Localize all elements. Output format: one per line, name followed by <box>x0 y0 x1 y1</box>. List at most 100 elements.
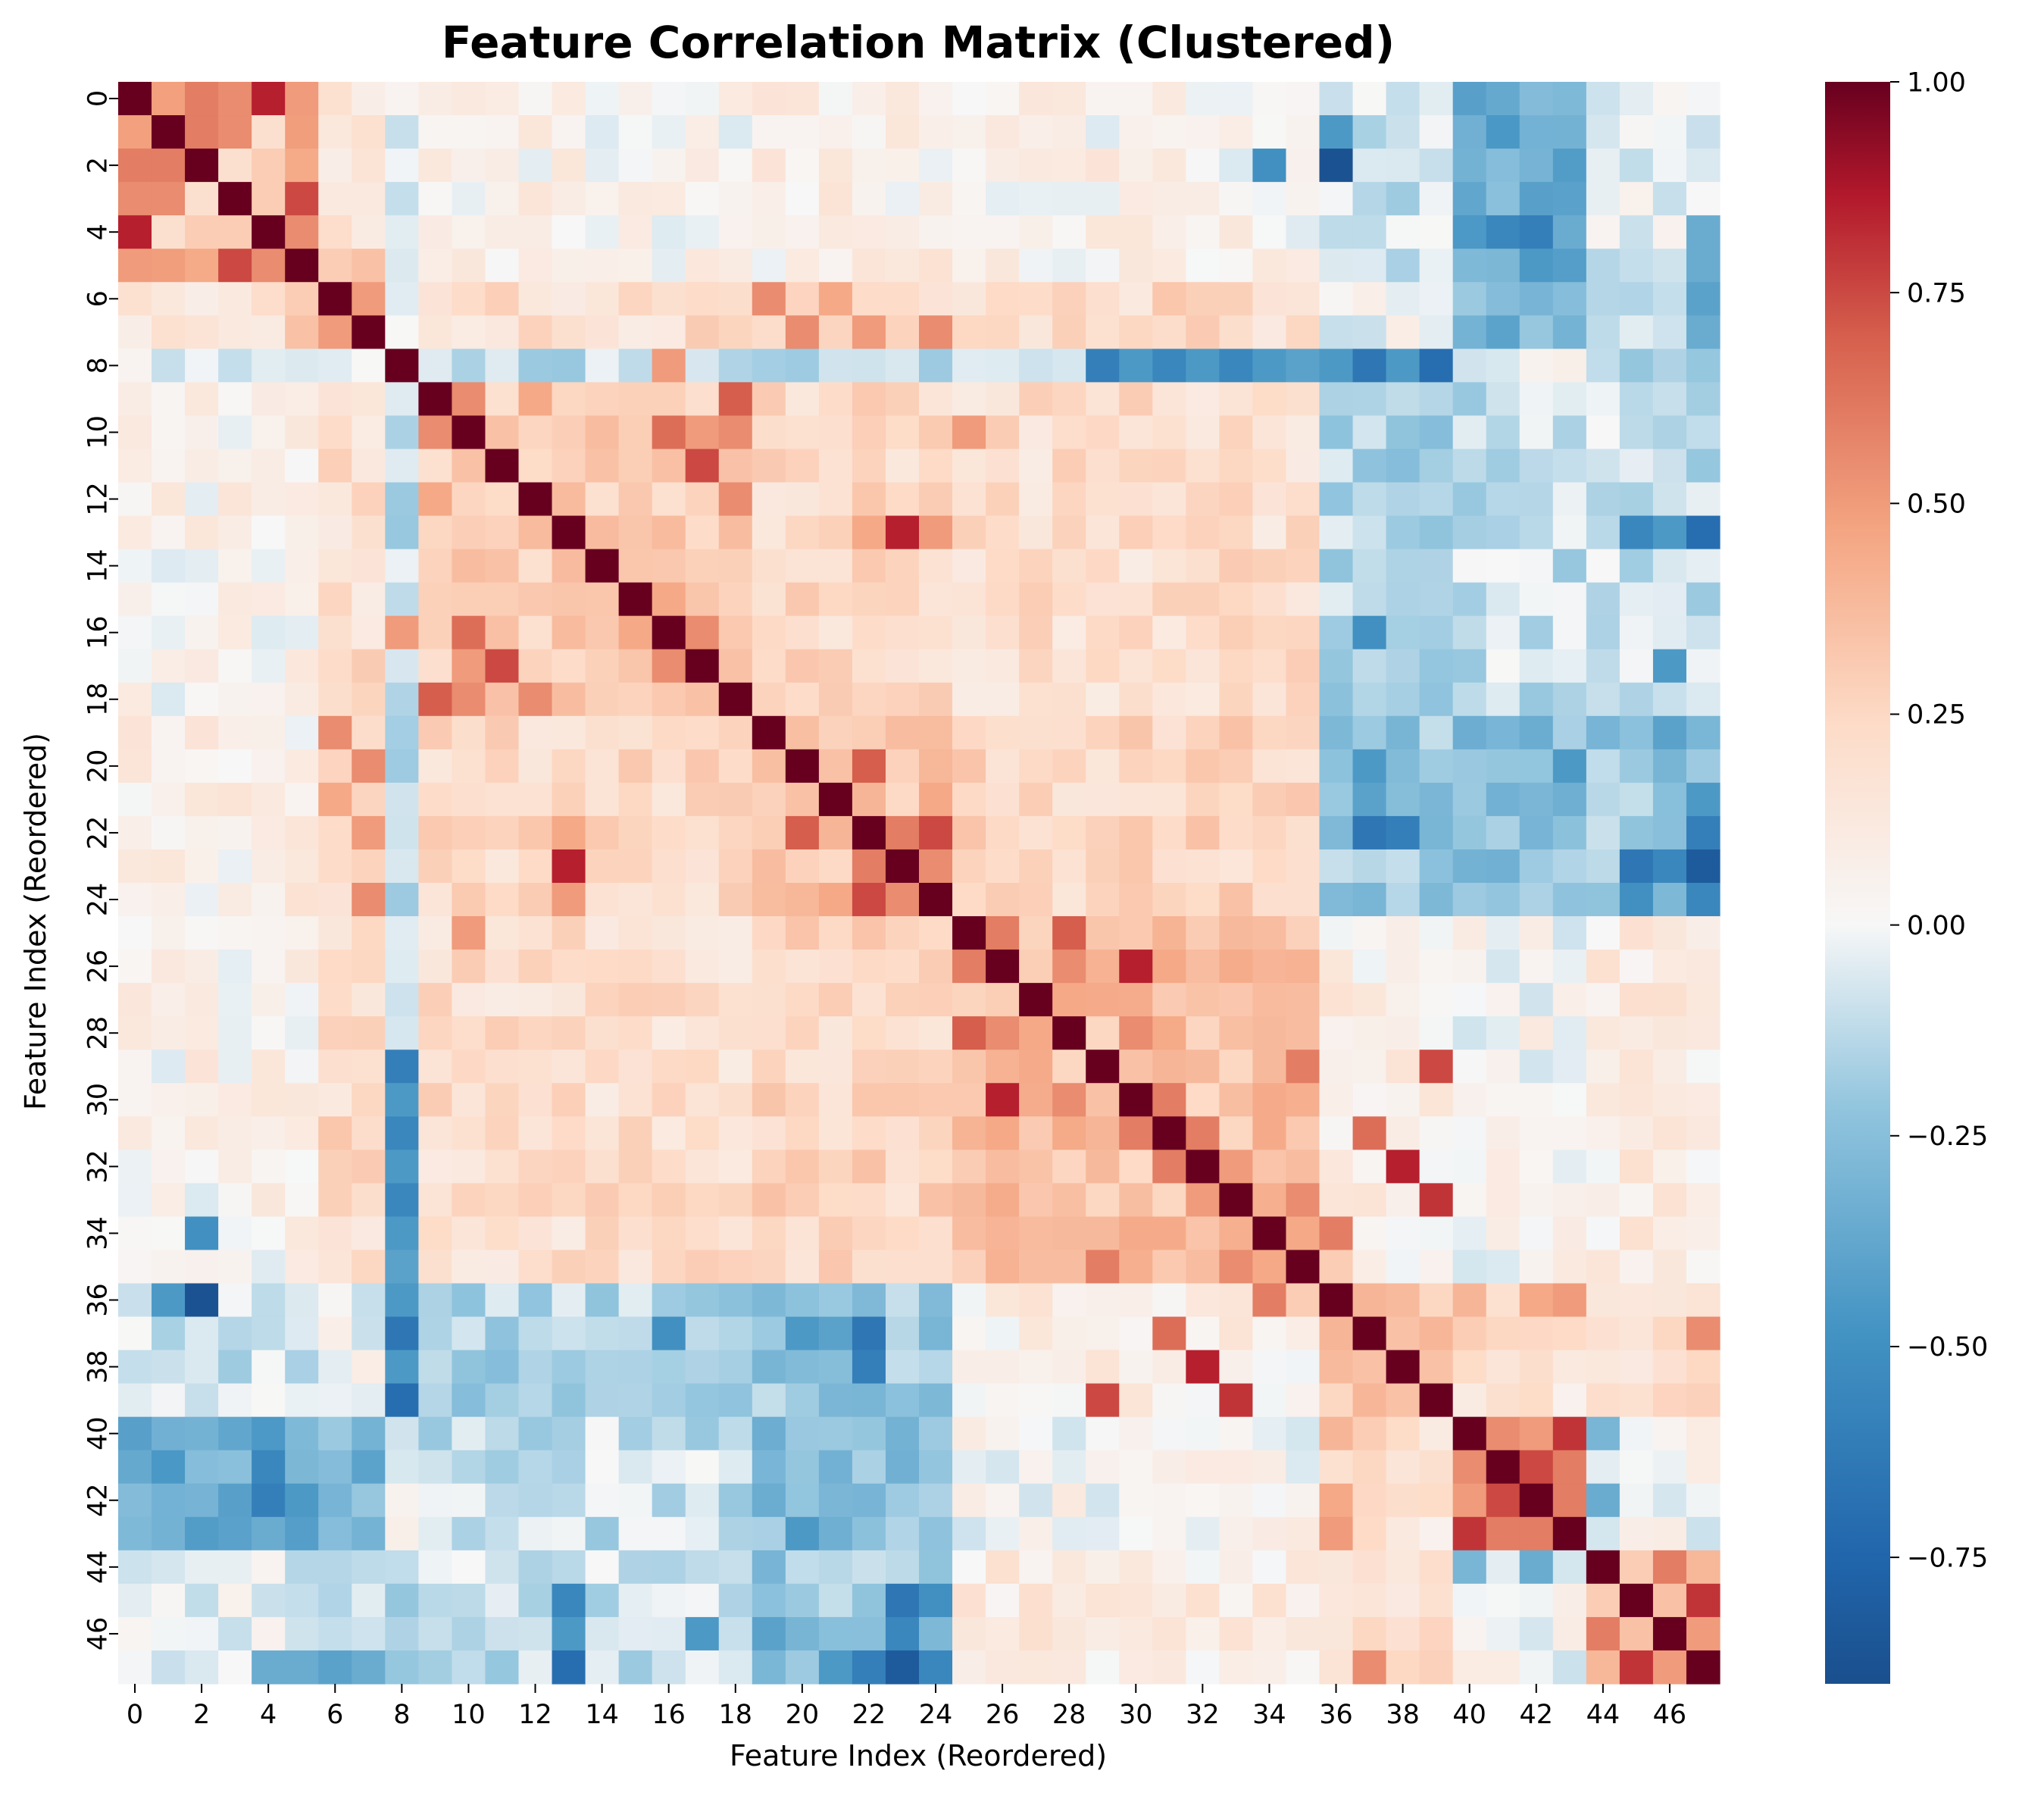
heatmap-cell <box>485 582 520 617</box>
heatmap-cell <box>752 715 786 750</box>
heatmap-cell <box>285 1483 319 1518</box>
heatmap-cell <box>1652 1316 1687 1351</box>
heatmap-cell <box>1252 149 1287 183</box>
heatmap-cell <box>818 482 853 517</box>
heatmap-cell <box>485 950 520 984</box>
heatmap-cell <box>1152 1350 1186 1384</box>
heatmap-cell <box>518 382 553 417</box>
heatmap-cell <box>385 515 419 550</box>
heatmap-cell <box>718 1416 753 1451</box>
heatmap-cell <box>318 82 352 116</box>
heatmap-cell <box>885 515 920 550</box>
heatmap-cell <box>1252 349 1287 383</box>
heatmap-cell <box>1219 1650 1254 1685</box>
heatmap-cell <box>1552 1316 1587 1351</box>
heatmap-cell <box>1586 1416 1621 1451</box>
heatmap-cell <box>185 649 219 684</box>
heatmap-cell <box>952 249 986 283</box>
heatmap-cell <box>485 1383 520 1418</box>
heatmap-cell <box>185 215 219 249</box>
heatmap-cell <box>1486 1616 1520 1651</box>
heatmap-cell <box>585 82 620 116</box>
heatmap-cell <box>252 1616 286 1651</box>
heatmap-cell <box>285 916 319 950</box>
heatmap-cell <box>685 115 720 149</box>
heatmap-cell <box>1019 1450 1053 1485</box>
heatmap-cell <box>352 215 386 249</box>
heatmap-cell <box>885 1150 920 1184</box>
heatmap-cell <box>1319 1216 1354 1251</box>
heatmap-cell <box>1186 950 1220 984</box>
heatmap-cell <box>1186 782 1220 817</box>
heatmap-cell <box>852 649 886 684</box>
heatmap-cell <box>685 215 720 249</box>
heatmap-cell <box>1386 349 1420 383</box>
heatmap-cell <box>752 215 786 249</box>
heatmap-cell <box>986 1283 1020 1318</box>
heatmap-cell <box>818 1016 853 1050</box>
heatmap-cell <box>885 349 920 383</box>
heatmap-cell <box>452 1116 486 1150</box>
heatmap-cell <box>1152 849 1186 884</box>
heatmap-cell <box>118 1116 152 1150</box>
heatmap-cell <box>752 1616 786 1651</box>
heatmap-cell <box>385 1583 419 1618</box>
heatmap-cell <box>218 1283 252 1318</box>
heatmap-cell <box>718 916 753 950</box>
heatmap-cell <box>1086 1150 1120 1184</box>
heatmap-cell <box>1086 916 1120 950</box>
heatmap-cell <box>1086 349 1120 383</box>
heatmap-cell <box>518 849 553 884</box>
y-tick-label: 30 <box>83 1083 113 1117</box>
x-tick-label: 2 <box>193 1700 210 1730</box>
heatmap-cell <box>152 1350 186 1384</box>
heatmap-cell <box>185 883 219 917</box>
heatmap-cell <box>885 182 920 216</box>
heatmap-cell <box>785 782 820 817</box>
heatmap-cell <box>1686 749 1721 784</box>
heatmap-cell <box>485 382 520 417</box>
heatmap-cell <box>1119 182 1153 216</box>
heatmap-cell <box>1486 950 1520 984</box>
heatmap-cell <box>1486 615 1520 650</box>
heatmap-cell <box>1652 749 1687 784</box>
heatmap-cell <box>818 749 853 784</box>
heatmap-cell <box>1152 349 1186 383</box>
heatmap-cell <box>1486 1183 1520 1218</box>
heatmap-cell <box>1019 649 1053 684</box>
heatmap-cell <box>418 1283 453 1318</box>
heatmap-cell <box>1652 182 1687 216</box>
heatmap-cell <box>452 1083 486 1117</box>
heatmap-cell <box>952 415 986 450</box>
heatmap-cell <box>1052 1250 1086 1284</box>
heatmap-cell <box>1652 515 1687 550</box>
heatmap-cell <box>1152 1383 1186 1418</box>
heatmap-cell <box>986 115 1020 149</box>
heatmap-cell <box>452 315 486 349</box>
heatmap-cell <box>185 1116 219 1150</box>
heatmap-cell <box>1086 1583 1120 1618</box>
heatmap-cell <box>518 515 553 550</box>
heatmap-cell <box>152 149 186 183</box>
heatmap-cell <box>452 182 486 216</box>
heatmap-cell <box>1052 715 1086 750</box>
heatmap-cell <box>518 1350 553 1384</box>
heatmap-cell <box>785 649 820 684</box>
heatmap-cell <box>1119 1183 1153 1218</box>
heatmap-cell <box>318 1183 352 1218</box>
heatmap-cell <box>1019 382 1053 417</box>
heatmap-cell <box>618 1616 653 1651</box>
heatmap-cell <box>885 950 920 984</box>
heatmap-cell <box>518 916 553 950</box>
heatmap-cell <box>385 1183 419 1218</box>
heatmap-cell <box>1652 549 1687 584</box>
heatmap-cell <box>552 916 586 950</box>
heatmap-cell <box>1219 1316 1254 1351</box>
heatmap-cell <box>1252 1416 1287 1451</box>
heatmap-cell <box>585 1483 620 1518</box>
heatmap-cell <box>818 249 853 283</box>
heatmap-cell <box>352 682 386 717</box>
heatmap-cell <box>518 682 553 717</box>
heatmap-cell <box>1486 149 1520 183</box>
heatmap-cell <box>418 883 453 917</box>
